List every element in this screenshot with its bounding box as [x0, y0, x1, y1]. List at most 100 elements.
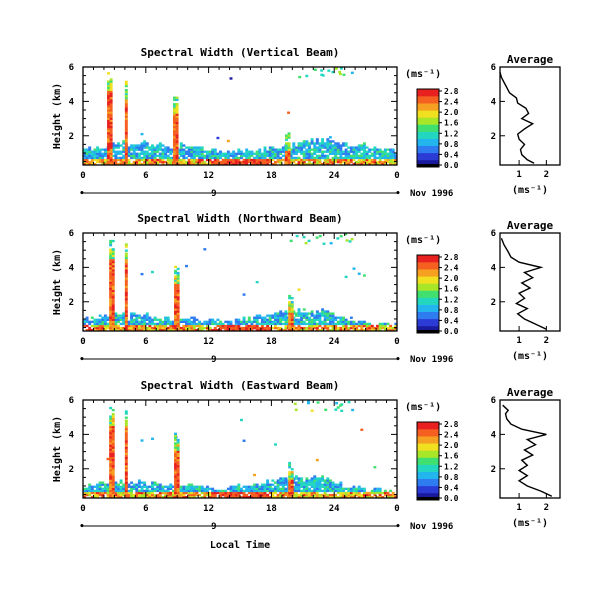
heatmap-cell	[368, 160, 372, 164]
heatmap-cell	[177, 156, 181, 160]
heatmap-cell	[326, 483, 330, 486]
heatmap-cell	[109, 491, 113, 495]
heatmap-cell	[266, 318, 270, 321]
heatmap-cell	[111, 146, 115, 149]
heatmap-cell	[234, 326, 238, 330]
heatmap-cell	[176, 277, 180, 280]
heatmap-cell	[174, 479, 177, 482]
heatmap-cell	[111, 477, 115, 480]
heatmap-cell	[190, 158, 194, 162]
heatmap-cell	[229, 160, 233, 164]
heatmap-cell	[198, 493, 202, 497]
heatmap-cell	[242, 495, 246, 499]
heatmap-cell	[127, 495, 131, 499]
heatmap-cell	[145, 160, 149, 164]
heatmap-cell	[140, 152, 144, 155]
heatmap-cell	[148, 152, 152, 155]
heatmap-cell	[119, 162, 123, 166]
heatmap-cell	[143, 154, 147, 158]
heatmap-cell	[176, 302, 180, 305]
heatmap-cell	[174, 444, 177, 447]
colorbar-tick-label: 2.0	[444, 108, 459, 117]
heatmap-cell	[268, 314, 272, 317]
heatmap-cell	[336, 406, 340, 409]
heatmap-cell	[98, 493, 102, 497]
heatmap-cell	[292, 326, 296, 330]
heatmap-cell	[124, 460, 128, 464]
heatmap-cell	[219, 495, 222, 499]
heatmap-cell	[331, 485, 335, 488]
heatmap-cell	[148, 154, 152, 158]
heatmap-cell	[176, 326, 180, 330]
heatmap-cell	[109, 113, 113, 116]
heatmap-cell	[200, 158, 204, 162]
heatmap-cell	[164, 316, 168, 319]
heatmap-cell	[174, 495, 177, 499]
heatmap-cell	[107, 98, 110, 102]
heatmap-cell	[124, 436, 128, 439]
colorbar-swatch	[417, 124, 439, 132]
heatmap-cell	[122, 142, 126, 145]
heatmap-cell	[143, 314, 147, 317]
heatmap-cell	[297, 483, 301, 486]
heatmap-cell	[101, 152, 105, 155]
heatmap-cell	[182, 485, 186, 488]
heatmap-cell	[224, 493, 228, 497]
heatmap-cell	[281, 148, 285, 151]
heatmap-cell	[318, 495, 322, 499]
heatmap-cell	[263, 156, 267, 160]
heatmap-cell	[173, 146, 176, 149]
heatmap-cell	[292, 152, 296, 155]
heatmap-cell	[90, 487, 94, 491]
heatmap-cell	[103, 483, 107, 486]
heatmap-cell	[250, 152, 254, 155]
heatmap-cell	[263, 483, 267, 486]
heatmap-cell	[344, 495, 348, 499]
heatmap-cell	[308, 491, 311, 495]
heatmap-cell	[389, 328, 393, 332]
heatmap-cell	[237, 318, 241, 321]
heatmap-cell	[106, 485, 110, 488]
heatmap-cell	[148, 156, 152, 160]
heatmap-cell	[268, 316, 272, 319]
heatmap-cell	[117, 495, 120, 499]
heatmap-cell	[171, 493, 175, 497]
heatmap-cell	[182, 144, 186, 147]
heatmap-cell	[151, 318, 154, 321]
heatmap-cell	[263, 162, 267, 166]
heatmap-cell	[103, 318, 107, 321]
heatmap-cell	[219, 162, 222, 166]
heatmap-cell	[117, 314, 120, 317]
heatmap-cell	[213, 154, 217, 158]
heatmap-cell	[287, 148, 291, 151]
heatmap-cell	[111, 444, 115, 447]
heatmap-cell	[321, 142, 325, 145]
heatmap-cell	[297, 158, 301, 162]
heatmap-cell	[96, 483, 99, 486]
heatmap-cell	[305, 485, 309, 488]
heatmap-cell	[328, 144, 332, 147]
heatmap-cell	[109, 406, 113, 410]
heatmap-cell	[383, 489, 387, 493]
heatmap-cell	[347, 489, 351, 493]
heatmap-cell	[192, 148, 196, 151]
heatmap-cell	[107, 113, 110, 116]
heatmap-cell	[137, 160, 141, 164]
heatmap-cell	[161, 495, 165, 499]
heatmap-cell	[179, 485, 183, 488]
heatmap-cell	[266, 324, 270, 328]
heatmap-cell	[124, 416, 128, 419]
heatmap-cell	[182, 487, 186, 491]
heatmap-cell	[109, 454, 113, 458]
heatmap-cell	[90, 328, 94, 332]
heatmap-cell	[140, 326, 144, 330]
heatmap-cell	[187, 491, 191, 495]
heatmap-cell	[107, 160, 110, 164]
heatmap-cell	[315, 326, 319, 330]
heatmap-cell	[245, 328, 249, 332]
x-tick-label: 0	[80, 171, 85, 181]
y-axis-label: Height (km)	[51, 83, 63, 149]
heatmap-cell	[308, 160, 311, 164]
heatmap-cell	[190, 491, 194, 495]
heatmap-cell	[294, 318, 298, 321]
